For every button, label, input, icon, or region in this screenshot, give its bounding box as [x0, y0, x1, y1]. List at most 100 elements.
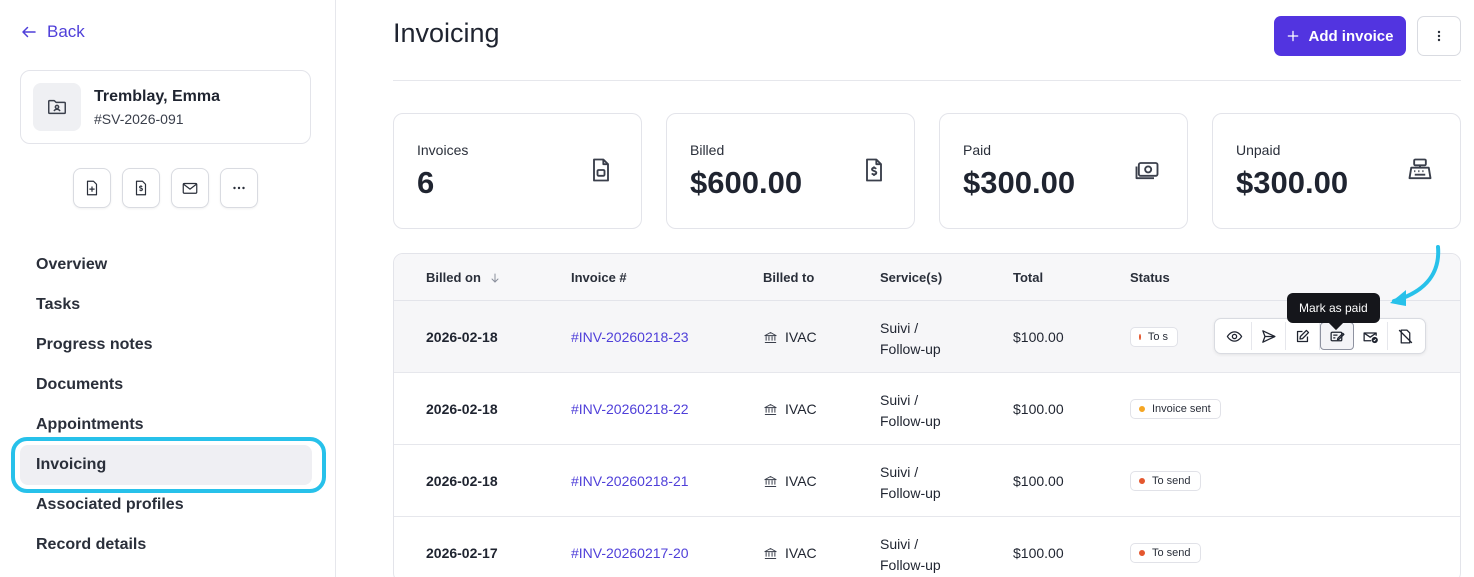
table-row[interactable]: 2026-02-18 #INV-20260218-21 IVAC Suivi /…: [394, 445, 1460, 517]
plus-icon: [1288, 30, 1299, 42]
profile-card: Tremblay, Emma #SV-2026-091: [20, 70, 311, 144]
email-button[interactable]: [171, 168, 209, 208]
cash-icon: [1135, 162, 1159, 180]
services: Suivi / Follow-up: [880, 464, 941, 501]
status-badge: To send: [1130, 543, 1201, 563]
nav-item-invoicing[interactable]: Invoicing: [20, 445, 312, 485]
table-row[interactable]: 2026-02-17 #INV-20260217-20 IVAC Suivi /…: [394, 517, 1460, 577]
sort-down-icon: [491, 273, 499, 283]
invoice-table: Billed on Invoice # Billed to Service(s)…: [393, 253, 1461, 577]
page-title: Invoicing: [393, 18, 500, 48]
services: Suivi / Follow-up: [880, 392, 941, 429]
arrow-left-icon: [22, 26, 36, 38]
edit-icon: [1296, 329, 1310, 342]
stat-value: $300.00: [963, 165, 1076, 200]
invoice-link[interactable]: #INV-20260218-21: [571, 473, 689, 489]
invoice-icon: [135, 180, 147, 196]
document-icon: [593, 158, 609, 182]
more-actions-button[interactable]: [220, 168, 258, 208]
column-total: Total: [1013, 270, 1044, 285]
column-billed-to: Billed to: [763, 270, 815, 285]
back-label: Back: [47, 22, 85, 41]
profile-id: #SV-2026-091: [94, 110, 184, 127]
table-row[interactable]: 2026-02-18 #INV-20260218-22 IVAC Suivi /…: [394, 373, 1460, 445]
status-badge: Invoice sent: [1130, 399, 1221, 419]
add-invoice-button[interactable]: Add invoice: [1274, 16, 1406, 56]
column-billed-on[interactable]: Billed on: [426, 270, 501, 285]
billed-to: IVAC: [763, 329, 817, 345]
total: $100.00: [1013, 473, 1064, 489]
billed-on: 2026-02-18: [426, 329, 498, 345]
main-content: Invoicing Add invoice Invoices 6 Billed …: [336, 0, 1474, 577]
total: $100.00: [1013, 401, 1064, 417]
stat-label: Invoices: [417, 142, 469, 158]
back-link[interactable]: Back: [20, 22, 85, 42]
stat-value: $600.00: [690, 165, 803, 200]
quick-actions: [73, 168, 258, 208]
billed-to: IVAC: [763, 545, 817, 561]
column-invoice-number: Invoice #: [571, 270, 627, 285]
cash-register-icon: [1408, 158, 1432, 180]
profile-folder-icon: [33, 83, 81, 131]
mark-as-paid-button[interactable]: [1320, 322, 1354, 350]
void-icon: [1398, 328, 1412, 344]
bank-icon: [764, 403, 777, 415]
bank-icon: [764, 547, 777, 559]
nav-item-appointments[interactable]: Appointments: [36, 416, 144, 433]
services: Suivi / Follow-up: [880, 320, 941, 357]
record-nav: Overview Tasks Progress notes Documents …: [20, 245, 312, 565]
stat-card-billed: Billed $600.00: [666, 113, 915, 229]
new-document-button[interactable]: [73, 168, 111, 208]
table-header: Billed on Invoice # Billed to Service(s)…: [394, 254, 1460, 301]
edit-button[interactable]: [1286, 322, 1320, 350]
stat-value: 6: [417, 165, 435, 200]
nav-item-record-details[interactable]: Record details: [36, 536, 147, 553]
status-badge: To send: [1130, 471, 1201, 491]
status-dot: [1139, 406, 1145, 412]
nav-item-associated-profiles[interactable]: Associated profiles: [36, 496, 184, 513]
new-document-icon: [86, 180, 98, 196]
status-dot: [1139, 550, 1145, 556]
more-horizontal-icon: [233, 186, 245, 190]
status-dot: [1139, 334, 1141, 340]
nav-item-documents[interactable]: Documents: [36, 376, 124, 393]
callout-arrow-icon: [1390, 245, 1441, 306]
header-divider: [393, 80, 1461, 81]
send-button[interactable]: [1252, 322, 1286, 350]
billed-to: IVAC: [763, 473, 817, 489]
billed-on: 2026-02-18: [426, 473, 498, 489]
column-status: Status: [1130, 270, 1170, 285]
bank-icon: [764, 331, 777, 343]
void-button[interactable]: [1388, 322, 1422, 350]
nav-item-overview[interactable]: Overview: [36, 256, 108, 273]
table-row[interactable]: 2026-02-18 #INV-20260218-23 IVAC Suivi /…: [394, 301, 1460, 373]
billed-on: 2026-02-17: [426, 545, 498, 561]
stat-label: Unpaid: [1236, 142, 1281, 158]
nav-item-progress-notes[interactable]: Progress notes: [36, 336, 153, 353]
stat-value: $300.00: [1236, 165, 1349, 200]
services: Suivi / Follow-up: [880, 536, 941, 573]
more-vertical-icon: [1437, 30, 1441, 42]
page-more-button[interactable]: [1417, 16, 1461, 56]
stat-label: Billed: [690, 142, 725, 158]
view-icon: [1226, 330, 1243, 342]
nav-item-tasks[interactable]: Tasks: [36, 296, 81, 313]
mark-paid-icon: [1329, 331, 1345, 341]
profile-name: Tremblay, Emma: [94, 87, 220, 105]
email-paid-button[interactable]: [1354, 322, 1388, 350]
stat-card-invoices: Invoices 6: [393, 113, 642, 229]
bank-icon: [764, 475, 777, 487]
invoice-link[interactable]: #INV-20260217-20: [571, 545, 689, 561]
stat-card-paid: Paid $300.00: [939, 113, 1188, 229]
send-icon: [1262, 329, 1276, 343]
total: $100.00: [1013, 329, 1064, 345]
total: $100.00: [1013, 545, 1064, 561]
invoice-link[interactable]: #INV-20260218-22: [571, 401, 689, 417]
add-invoice-label: Add invoice: [1308, 27, 1394, 45]
stat-label: Paid: [963, 142, 992, 158]
billed-to: IVAC: [763, 401, 817, 417]
invoice-link[interactable]: #INV-20260218-23: [571, 329, 689, 345]
sidebar: Back Tremblay, Emma #SV-2026-091 Overvie…: [0, 0, 336, 577]
new-invoice-button[interactable]: [122, 168, 160, 208]
view-button[interactable]: [1218, 322, 1252, 350]
